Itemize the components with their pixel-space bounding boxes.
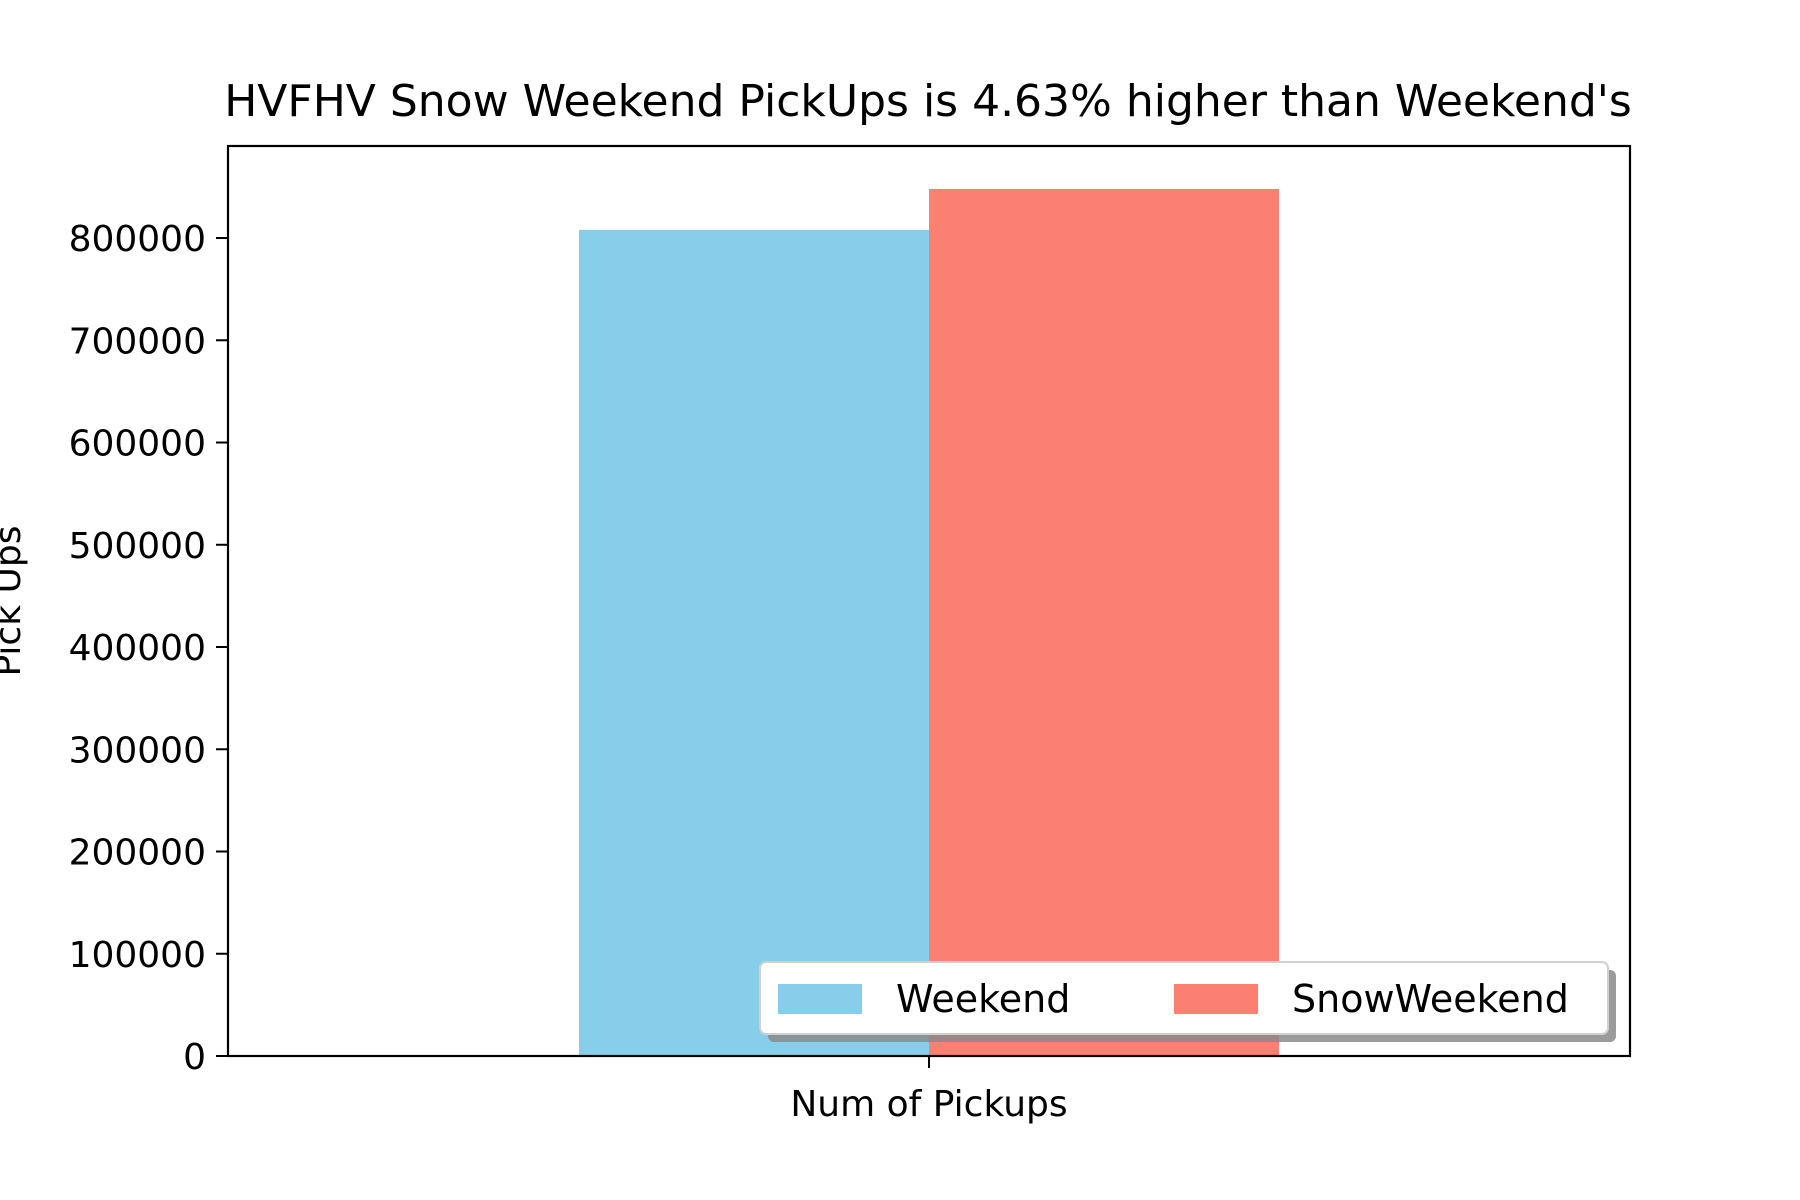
legend: Weekend SnowWeekend [759,961,1616,1042]
y-tick-label: 700000 [69,321,206,362]
y-axis: 0 100000 200000 300000 400000 500000 600000 700… [69,219,228,1078]
bars-layer [579,188,1279,1056]
y-tick-label: 0 [183,1037,206,1078]
y-axis-label: Pick Ups [0,526,29,677]
legend-label-snowweekend: SnowWeekend [1292,977,1569,1021]
x-axis: Num of Pickups [790,1056,1068,1125]
x-tick-label: Num of Pickups [790,1084,1067,1125]
y-tick-label: 100000 [69,935,206,976]
y-tick-label: 300000 [69,730,206,771]
bar-weekend [579,229,929,1056]
legend-label-weekend: Weekend [896,977,1070,1021]
bar-snowweekend [929,188,1279,1056]
legend-swatch-weekend [778,984,862,1014]
y-tick-label: 600000 [69,424,206,465]
y-tick-label: 500000 [69,526,206,567]
y-tick-label: 800000 [69,219,206,260]
chart-title: HVFHV Snow Weekend PickUps is 4.63% high… [224,76,1632,127]
legend-swatch-snowweekend [1174,984,1258,1014]
y-tick-label: 400000 [69,628,206,669]
y-tick-label: 200000 [69,833,206,874]
